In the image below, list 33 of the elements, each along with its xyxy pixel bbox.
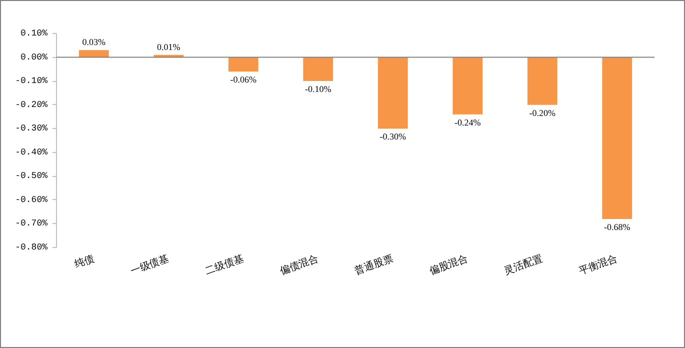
bar	[78, 50, 109, 58]
bar	[527, 57, 558, 105]
bar	[602, 57, 632, 219]
data-label: -0.06%	[230, 74, 257, 85]
bar	[228, 57, 258, 72]
data-label: -0.68%	[604, 222, 631, 232]
y-tick-label: -0.40%	[15, 147, 48, 158]
y-tick-label: -0.60%	[15, 194, 48, 205]
y-tick-label: -0.50%	[15, 171, 48, 182]
y-tick-label: 0.10%	[20, 28, 48, 38]
x-tick-label: 一级债基	[128, 252, 171, 278]
y-tick-label: -0.80%	[15, 242, 48, 252]
y-tick-label: 0.00%	[20, 52, 48, 62]
bar	[303, 57, 334, 82]
data-label: -0.30%	[380, 132, 406, 142]
x-tick-label: 平衡混合	[577, 252, 620, 278]
x-tick-label: 二级债基	[204, 252, 246, 278]
data-label: -0.20%	[529, 108, 556, 118]
x-tick-label: 灵活配置	[502, 252, 544, 278]
data-label: 0.01%	[157, 42, 181, 52]
data-label: -0.24%	[454, 117, 482, 128]
y-tick-label: -0.20%	[15, 100, 48, 110]
x-tick-label: 偏债混合	[278, 252, 320, 278]
bar	[452, 57, 483, 114]
y-tick-label: -0.10%	[15, 76, 48, 86]
x-tick-label: 纯债	[72, 252, 96, 271]
x-tick-label: 偏股混合	[428, 252, 470, 278]
data-label: -0.10%	[305, 84, 332, 94]
bar	[378, 57, 408, 129]
data-label: 0.03%	[82, 37, 106, 48]
y-tick-label: -0.70%	[15, 218, 48, 229]
y-tick-label: -0.30%	[15, 124, 48, 134]
x-tick-label: 普通股票	[353, 252, 395, 278]
